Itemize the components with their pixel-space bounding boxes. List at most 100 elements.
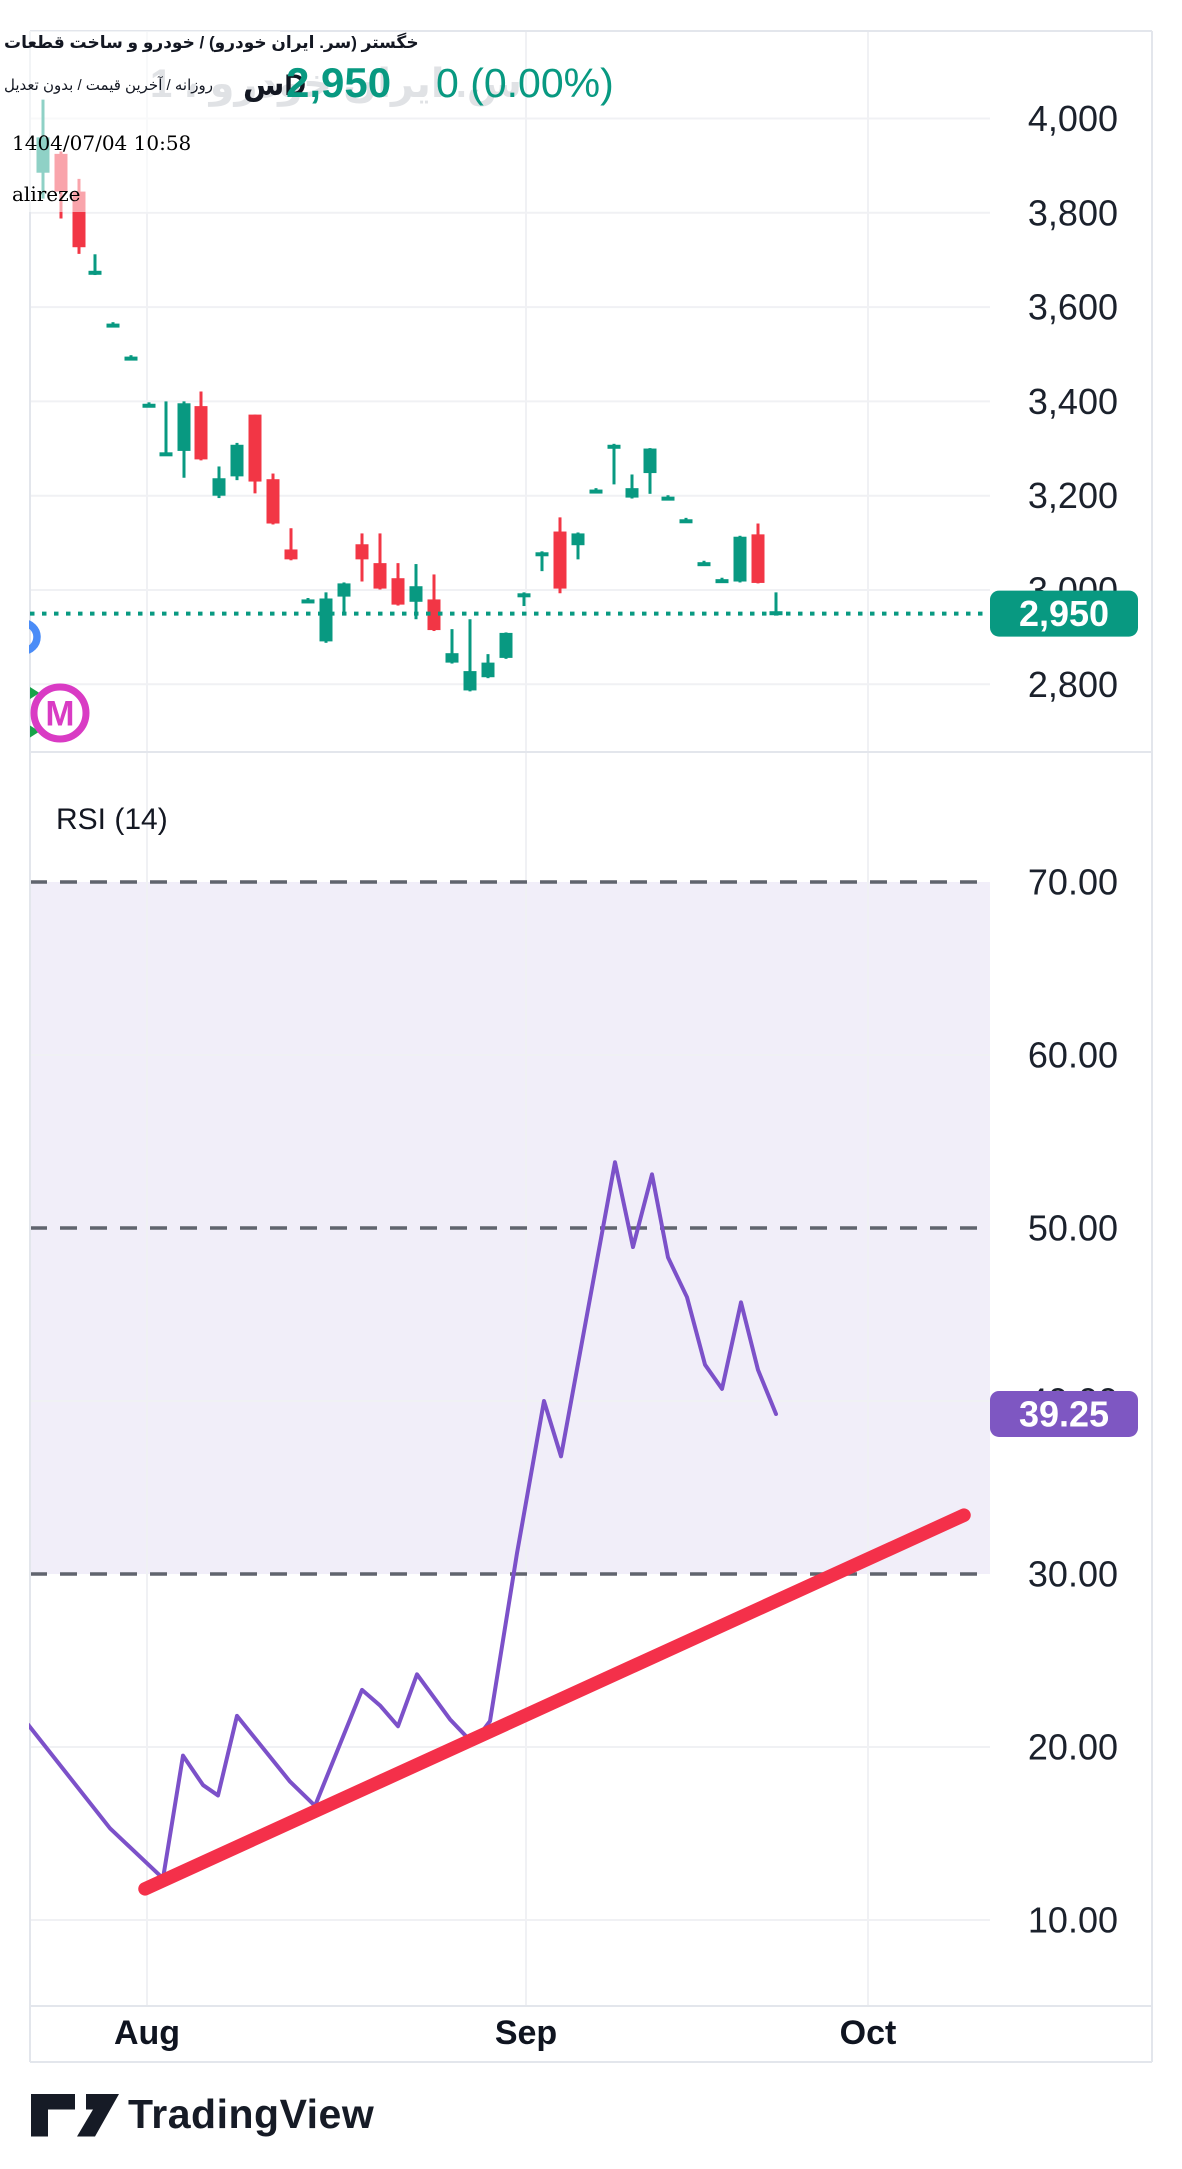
candle: [589, 488, 603, 494]
candle-body: [553, 531, 567, 589]
last-price-value: 2,950: [286, 59, 391, 106]
candle-body: [751, 534, 765, 583]
candle-body: [463, 671, 477, 691]
m-circle-ring: [30, 683, 90, 743]
price-axis-label: 3,400: [1028, 381, 1118, 422]
tradingview-mark-icon: [77, 2094, 119, 2137]
candle-body: [697, 562, 711, 567]
candle-body: [301, 599, 315, 604]
rsi-axis-label: 30.00: [1028, 1554, 1118, 1595]
username-note: alireze: [12, 182, 81, 206]
rsi-axis-label: 60.00: [1028, 1035, 1118, 1076]
candle: [571, 532, 585, 560]
candle: [391, 563, 405, 606]
candle: [177, 401, 191, 478]
price-change-value: 0 (0.00%): [436, 60, 614, 106]
candle-body: [679, 519, 693, 524]
candle: [499, 632, 513, 659]
symbol-title[interactable]: خگستر (سر. ایران خودرو) / خودرو و ساخت ق…: [4, 32, 419, 53]
candle-body: [142, 403, 156, 408]
candle: [697, 560, 711, 567]
candle-body: [212, 478, 226, 496]
candle: [481, 654, 495, 679]
candle-body: [355, 544, 369, 560]
candle-body: [88, 270, 102, 275]
price-axis-label: 2,800: [1028, 664, 1118, 705]
m-circle-badge-icon[interactable]: M: [30, 683, 90, 743]
candle-body: [427, 599, 441, 631]
tradingview-logo-text: TradingView: [128, 2091, 374, 2137]
time-axis-label[interactable]: Oct: [840, 2014, 897, 2052]
candle-body: [319, 598, 333, 642]
candle: [607, 443, 621, 485]
series-info-label: روزانه / آخرین قیمت / بدون تعدیل: [4, 76, 213, 94]
candle-body: [284, 549, 298, 560]
rsi-axis-label: 50.00: [1028, 1208, 1118, 1249]
symbol-watermark: س. ایران خودرو ، 1: [150, 62, 522, 107]
rsi-value-badge-text: 39.25: [1019, 1393, 1109, 1434]
candle-body: [445, 653, 459, 663]
timestamp-note: 1404/07/04 10:58: [12, 131, 191, 155]
candle: [445, 629, 459, 664]
candle-body: [733, 536, 747, 582]
candle-body: [194, 406, 208, 460]
green-arrow-ticks-icon: [30, 687, 40, 699]
green-arrow-ticks-icon: [30, 725, 40, 738]
candle-body: [481, 662, 495, 678]
rsi-axis-label: 10.00: [1028, 1900, 1118, 1941]
price-axis-label: 3,200: [1028, 475, 1118, 516]
time-axis-label[interactable]: Sep: [495, 2014, 557, 2052]
candle-body: [391, 578, 405, 605]
rsi-axis-label: 20.00: [1028, 1727, 1118, 1768]
candle-body: [661, 496, 675, 501]
price-axis-label: 3,600: [1028, 287, 1118, 328]
candle: [194, 391, 208, 461]
rsi-indicator-label[interactable]: RSI (14): [56, 803, 168, 836]
time-axis-label[interactable]: Aug: [114, 2014, 180, 2052]
candle: [751, 523, 765, 584]
candle: [463, 619, 477, 692]
candle: [517, 592, 531, 607]
candle-body: [517, 593, 531, 598]
candle: [248, 414, 262, 494]
candle-body: [124, 356, 138, 361]
candle: [733, 535, 747, 583]
candle-body: [337, 583, 351, 597]
candle: [319, 592, 333, 643]
trendline-drawing[interactable]: [138, 1508, 971, 1896]
candle-body: [230, 444, 244, 477]
candle: [373, 533, 387, 590]
candle: [679, 517, 693, 524]
bottom-margin: [0, 2063, 1182, 2169]
candle: [124, 355, 138, 361]
candle-body: [409, 586, 423, 602]
candle-body: [625, 488, 639, 498]
candle-body: [373, 563, 387, 589]
candle: [159, 401, 173, 457]
candle: [643, 448, 657, 494]
price-badge-text: 2,950: [1019, 593, 1109, 634]
candle: [266, 473, 280, 525]
interval-label[interactable]: سD: [243, 69, 306, 102]
tradingview-logo[interactable]: TradingView: [31, 2091, 374, 2137]
candle: [661, 495, 675, 501]
candle-body: [643, 448, 657, 474]
price-axis-label: 3,800: [1028, 192, 1118, 233]
candle: [142, 402, 156, 408]
candle-body: [248, 414, 262, 482]
candle: [535, 551, 549, 572]
candle-body: [715, 579, 729, 584]
candle-body: [571, 533, 585, 546]
candle-body: [159, 452, 173, 457]
candle: [284, 528, 298, 561]
candle-body: [589, 489, 603, 494]
candle-body: [266, 479, 280, 524]
candle-body: [535, 552, 549, 557]
candle: [553, 517, 567, 594]
candle-body: [177, 403, 191, 451]
candle: [88, 254, 102, 276]
price-axis-label: 4,000: [1028, 98, 1118, 139]
candle: [230, 442, 244, 481]
